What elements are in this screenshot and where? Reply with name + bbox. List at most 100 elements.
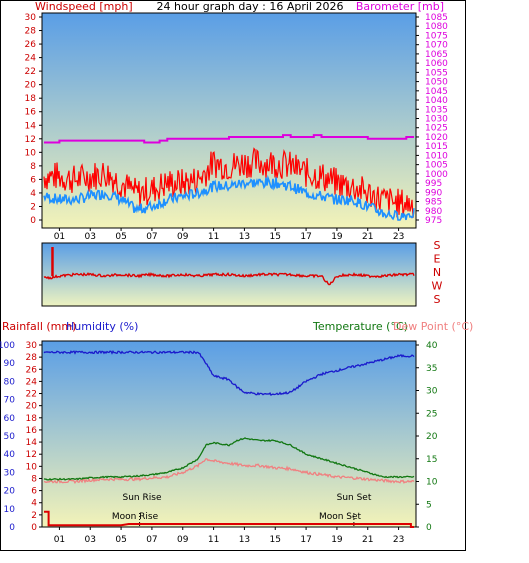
wind-tick-label: 18 xyxy=(25,94,37,104)
humidity-tick-label: 40 xyxy=(4,450,16,460)
wind-tick-label: 10 xyxy=(25,148,37,158)
time-tick-label: 09 xyxy=(177,535,189,545)
time-tick-label: 01 xyxy=(54,232,65,242)
temp-tick-label: 15 xyxy=(426,455,437,465)
humidity-line xyxy=(43,350,415,397)
rain-tick-label: 20 xyxy=(26,402,38,412)
humidity-axis-label: Humidity (%) xyxy=(66,320,138,333)
rain-tick-label: 24 xyxy=(26,377,38,387)
sun-moon-markers: Sun Rise Sun Set Moon Rise Moon Set xyxy=(112,493,372,527)
time-tick-label: 19 xyxy=(331,232,343,242)
wind-baro-series xyxy=(43,134,415,221)
time-axis-ticks-lower: 01 03 05 07 09 11 13 15 17 19 21 23 xyxy=(54,527,404,545)
time-tick-label: 11 xyxy=(208,232,219,242)
direction-label-n: N xyxy=(433,266,441,279)
wind-tick-label: 2 xyxy=(30,202,36,212)
sun-set-label: Sun Set xyxy=(337,493,372,503)
humidity-tick-label: 50 xyxy=(4,432,16,442)
baro-tick-label: 1070 xyxy=(425,41,448,51)
baro-tick-label: 1055 xyxy=(425,68,448,78)
baro-tick-label: 1040 xyxy=(425,96,448,106)
baro-axis-label: Barometer [mb] xyxy=(356,0,444,13)
temp-tick-label: 25 xyxy=(426,409,437,419)
temp-tick-label: 10 xyxy=(426,478,438,488)
rain-tick-label: 26 xyxy=(26,365,38,375)
time-tick-label: 13 xyxy=(239,232,250,242)
time-tick-label: 19 xyxy=(331,535,343,545)
baro-tick-label: 1030 xyxy=(425,115,448,125)
temp-tick-label: 20 xyxy=(426,432,438,442)
baro-tick-label: 1060 xyxy=(425,59,448,69)
wind-plot-area xyxy=(41,12,417,229)
baro-tick-label: 1015 xyxy=(425,142,448,152)
wind-tick-label: 24 xyxy=(25,54,37,64)
rain-tick-label: 8 xyxy=(31,474,37,484)
moon-set-label: Moon Set xyxy=(319,512,362,522)
rain-axis-label: Rainfall (mm) xyxy=(2,320,76,333)
wind-tick-label: 0 xyxy=(30,216,36,226)
direction-series xyxy=(43,247,415,286)
baro-tick-label: 990 xyxy=(425,188,442,198)
time-tick-label: 01 xyxy=(54,535,65,545)
temp-tick-label: 40 xyxy=(426,341,438,351)
time-tick-label: 17 xyxy=(300,232,311,242)
baro-tick-label: 1075 xyxy=(425,31,448,41)
time-tick-label: 03 xyxy=(85,535,96,545)
temp-hum-rain-series xyxy=(43,350,415,528)
wind-tick-label: 12 xyxy=(25,135,36,145)
temp-tick-label: 5 xyxy=(426,500,432,510)
baro-tick-label: 980 xyxy=(425,207,442,217)
wind-tick-label: 4 xyxy=(30,189,36,199)
time-tick-label: 15 xyxy=(270,535,281,545)
time-tick-label: 09 xyxy=(177,232,189,242)
wind-tick-label: 8 xyxy=(30,162,36,172)
baro-tick-label: 1035 xyxy=(425,105,448,115)
rain-tick-label: 6 xyxy=(31,487,37,497)
rain-tick-label: 28 xyxy=(26,353,38,363)
time-tick-label: 21 xyxy=(362,232,373,242)
time-tick-label: 03 xyxy=(85,232,96,242)
moon-rise-label: Moon Rise xyxy=(112,512,159,522)
humidity-tick-label: 90 xyxy=(4,359,16,369)
temperature-line xyxy=(43,437,415,481)
baro-tick-label: 1010 xyxy=(425,151,448,161)
wind-gust-line xyxy=(43,147,415,218)
time-tick-label: 05 xyxy=(115,232,126,242)
sun-rise-label: Sun Rise xyxy=(123,493,162,503)
baro-tick-label: 1080 xyxy=(425,22,448,32)
rain-tick-label: 30 xyxy=(26,341,38,351)
time-axis-ticks: 01 03 05 07 09 11 13 15 17 19 21 23 xyxy=(54,228,404,242)
dew-axis-label: Dew Point (°C) xyxy=(393,320,473,333)
time-tick-label: 23 xyxy=(393,232,404,242)
rain-tick-label: 2 xyxy=(31,511,37,521)
baro-tick-label: 1065 xyxy=(425,50,448,60)
rain-tick-label: 10 xyxy=(26,462,38,472)
wind-tick-label: 6 xyxy=(30,175,36,185)
direction-label-s: S xyxy=(434,239,441,252)
baro-tick-label: 1050 xyxy=(425,78,448,88)
chart-title: 24 hour graph day : 16 April 2026 xyxy=(157,0,344,13)
baro-tick-label: 995 xyxy=(425,179,442,189)
time-tick-label: 17 xyxy=(300,535,311,545)
time-tick-label: 15 xyxy=(270,232,281,242)
wind-tick-label: 22 xyxy=(25,67,36,77)
temp-axis-label: Temperature (°C) xyxy=(312,320,408,333)
temp-plot-area xyxy=(41,340,417,528)
time-tick-label: 07 xyxy=(146,232,157,242)
humidity-tick-label: 10 xyxy=(4,505,16,515)
time-tick-label: 13 xyxy=(239,535,250,545)
rain-tick-label: 16 xyxy=(26,426,38,436)
direction-label-w: W xyxy=(432,280,443,293)
baro-tick-label: 1020 xyxy=(425,133,448,143)
baro-tick-label: 975 xyxy=(425,216,442,226)
rainfall-line xyxy=(44,510,414,528)
wind-tick-label: 30 xyxy=(25,13,37,23)
humidity-tick-label: 20 xyxy=(4,487,16,497)
wind-tick-label: 14 xyxy=(25,121,37,131)
humidity-tick-label: 30 xyxy=(4,468,16,478)
humidity-axis-ticks: 0 10 20 30 40 50 60 70 80 90 100 xyxy=(0,341,15,533)
